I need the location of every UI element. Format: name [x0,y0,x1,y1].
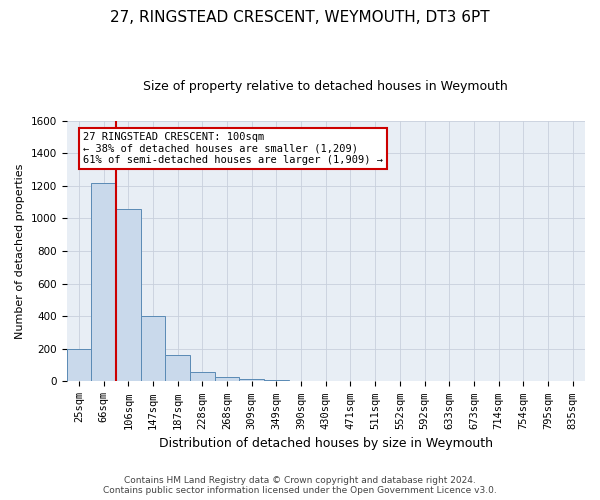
Y-axis label: Number of detached properties: Number of detached properties [15,164,25,338]
Bar [165,356,190,382]
Bar [116,208,140,382]
Bar [190,372,215,382]
Title: Size of property relative to detached houses in Weymouth: Size of property relative to detached ho… [143,80,508,93]
Bar [239,379,264,382]
Bar [91,182,116,382]
Text: 27, RINGSTEAD CRESCENT, WEYMOUTH, DT3 6PT: 27, RINGSTEAD CRESCENT, WEYMOUTH, DT3 6P… [110,10,490,25]
Text: Contains HM Land Registry data © Crown copyright and database right 2024.
Contai: Contains HM Land Registry data © Crown c… [103,476,497,495]
Bar [264,380,289,382]
Bar [215,378,239,382]
Bar [67,349,91,382]
Bar [140,316,165,382]
X-axis label: Distribution of detached houses by size in Weymouth: Distribution of detached houses by size … [159,437,493,450]
Text: 27 RINGSTEAD CRESCENT: 100sqm
← 38% of detached houses are smaller (1,209)
61% o: 27 RINGSTEAD CRESCENT: 100sqm ← 38% of d… [83,132,383,165]
